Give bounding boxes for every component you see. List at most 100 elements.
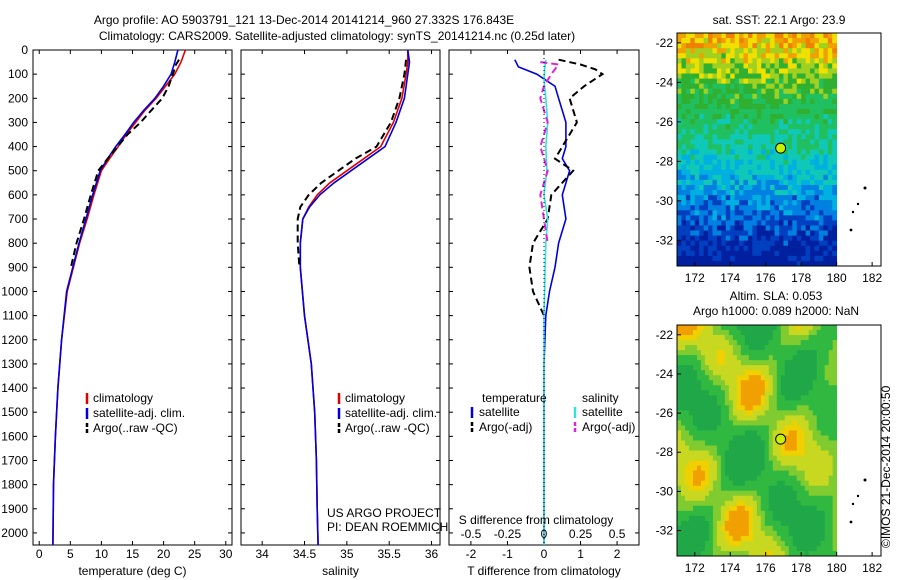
sla-cell [804, 345, 810, 351]
sst-cell [765, 200, 771, 206]
sla-cell [720, 470, 726, 477]
sla-cell [800, 440, 806, 446]
sla-cell [712, 440, 718, 446]
sst-cell [761, 215, 767, 221]
sla-cell [800, 515, 806, 522]
sst-cell [747, 240, 753, 247]
sst-cell [685, 164, 691, 171]
sla-cell [788, 540, 794, 547]
sst-cell [756, 245, 762, 252]
sla-cell [700, 505, 706, 512]
sla-cell [736, 435, 742, 441]
sst-cell [708, 195, 713, 201]
sla-cell [756, 370, 762, 376]
sla-cell [768, 500, 774, 507]
sst-cell [699, 164, 704, 171]
sla-cell [832, 420, 838, 426]
sst-cell [752, 225, 758, 231]
sst-cell [739, 220, 744, 226]
sla-cell [780, 535, 786, 542]
sla-cell [704, 425, 710, 431]
sla-cell [808, 420, 814, 426]
sla-cell [728, 405, 734, 411]
sla-cell [816, 380, 822, 386]
sla-cell [696, 410, 702, 416]
sla-cell [796, 375, 802, 381]
sla-cell [696, 350, 702, 356]
sla-cell [720, 430, 726, 436]
sla-cell [768, 385, 774, 391]
sst-cell [708, 220, 713, 226]
sla-cell [752, 470, 758, 477]
sla-cell [760, 540, 766, 547]
sla-cell [832, 375, 838, 381]
sla-cell [832, 335, 838, 341]
sst-cell [832, 200, 838, 206]
x-tick-label: 36 [425, 547, 439, 561]
sla-cell [680, 340, 686, 346]
sst-cell [814, 205, 820, 211]
sst-cell [725, 53, 731, 59]
sst-cell [801, 108, 806, 115]
map-y-tick-label: -30 [656, 484, 674, 498]
sst-cell [690, 58, 696, 64]
sst-cell [783, 240, 789, 247]
sst-cell [685, 134, 691, 140]
sst-cell [832, 250, 838, 257]
sla-cell [744, 500, 750, 507]
sst-cell [703, 215, 709, 221]
map-x-tick-label: 176 [756, 561, 776, 575]
sla-cell [736, 500, 742, 507]
sla-cell [772, 450, 778, 456]
sla-cell [812, 355, 818, 361]
sst-cell [685, 119, 691, 125]
sla-cell [764, 355, 770, 361]
sla-cell [764, 455, 770, 461]
sla-cell [740, 385, 746, 391]
sla-cell [720, 455, 726, 461]
sst-cell [677, 210, 682, 216]
sst-cell [699, 225, 704, 231]
sst-cell [818, 245, 824, 252]
sla-cell [776, 530, 782, 537]
sst-cell [677, 98, 682, 105]
sst-cell [712, 225, 718, 231]
sst-cell [801, 225, 806, 231]
sla-cell [680, 420, 686, 426]
sla-cell [772, 480, 778, 487]
sla-cell [764, 505, 770, 512]
sst-cell [827, 83, 833, 90]
sst-cell [747, 33, 753, 39]
sst-cell [703, 144, 709, 150]
sla-cell [828, 385, 834, 391]
sst-cell [681, 68, 687, 74]
sst-cell [792, 215, 798, 221]
sst-cell [765, 210, 771, 216]
sla-cell [700, 360, 706, 366]
sla-cell [716, 485, 722, 492]
sla-cell [824, 485, 830, 492]
sla-cell [824, 510, 830, 517]
map-x-tick-label: 174 [720, 271, 740, 285]
sst-cell [752, 154, 758, 161]
sla-cell [780, 530, 786, 537]
sst-cell [805, 83, 811, 90]
sst-cell [832, 230, 838, 237]
sla-cell [764, 470, 770, 477]
sst-cell [734, 114, 740, 120]
sla-cell [776, 550, 782, 557]
sst-cell [734, 179, 740, 186]
sst-cell [739, 134, 744, 140]
sla-cell [700, 485, 706, 492]
sla-cell [708, 510, 714, 517]
sst-cell [716, 235, 722, 242]
sla-cell [796, 495, 802, 502]
sla-cell [768, 350, 774, 356]
sla-cell [740, 410, 746, 416]
sst-cell [810, 38, 815, 44]
sla-cell [712, 405, 718, 411]
sla-cell [812, 440, 818, 446]
sla-cell [764, 510, 770, 517]
sla-cell [760, 550, 766, 557]
sst-cell [703, 114, 709, 120]
